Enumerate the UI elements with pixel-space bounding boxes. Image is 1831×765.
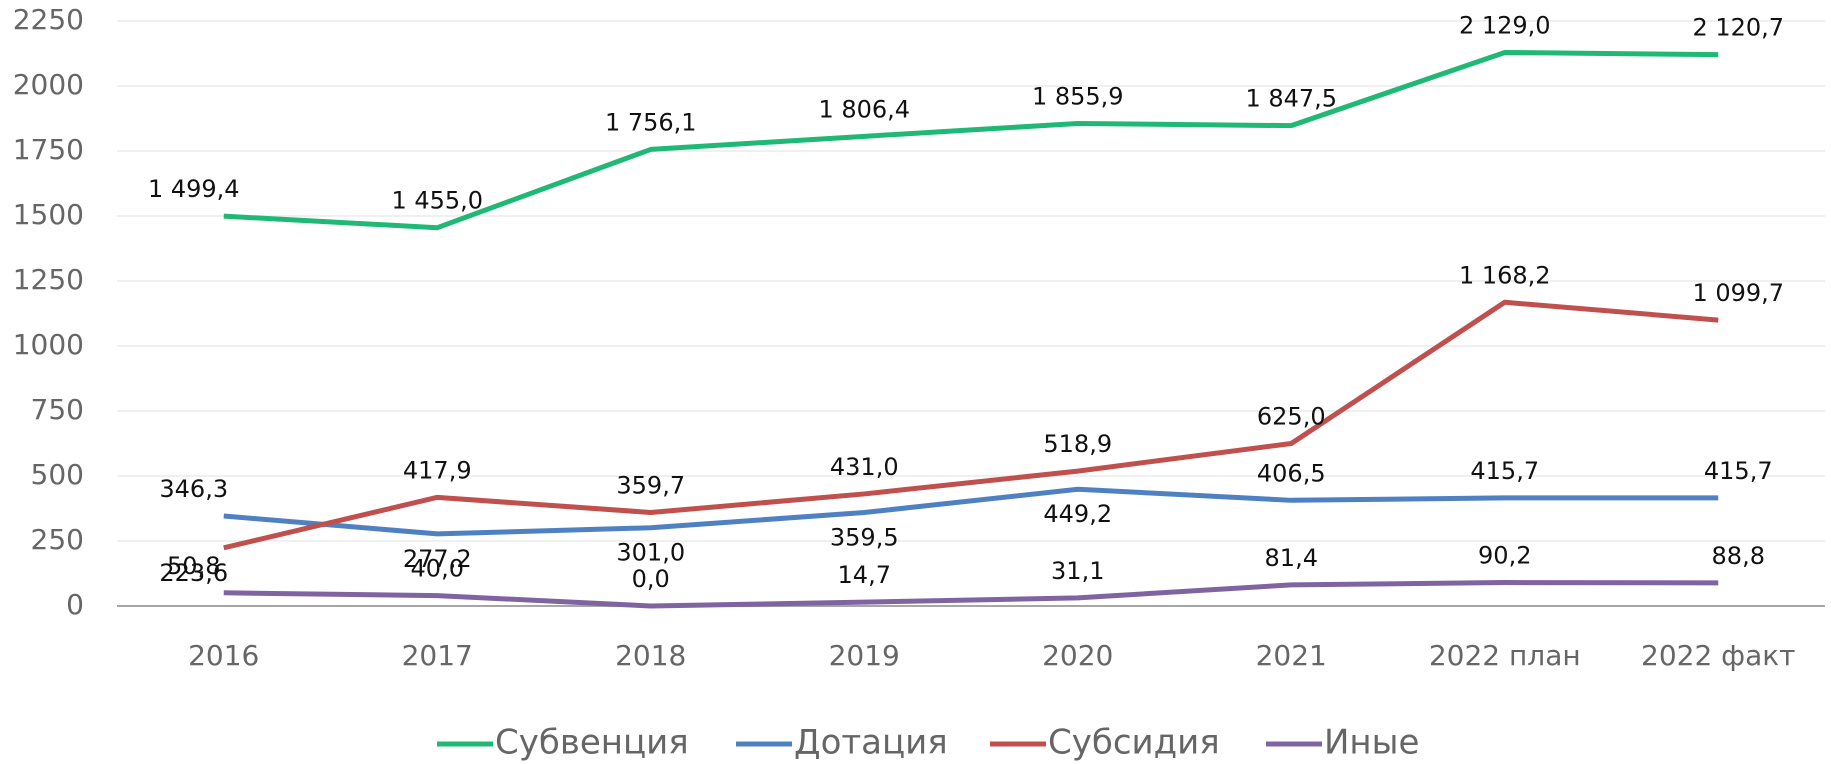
x-tick-label: 2017 <box>402 639 473 672</box>
data-label: 2 129,0 <box>1459 11 1551 39</box>
data-label: 2 120,7 <box>1692 14 1784 42</box>
y-tick-label: 0 <box>66 588 84 621</box>
data-label: 417,9 <box>403 456 472 484</box>
legend-label: Субсидия <box>1048 723 1220 763</box>
series-line <box>223 486 1719 537</box>
legend-label: Иные <box>1324 723 1419 763</box>
data-label: 406,5 <box>1257 459 1326 487</box>
data-label: 14,7 <box>838 561 891 589</box>
data-label: 415,7 <box>1704 457 1773 485</box>
series-line <box>223 49 1719 231</box>
data-label: 88,8 <box>1712 542 1765 570</box>
data-label: 50,8 <box>167 552 220 580</box>
data-label: 1 806,4 <box>818 95 910 123</box>
data-label: 223,6 <box>159 559 228 587</box>
y-tick-label: 1500 <box>13 198 84 231</box>
data-label: 359,7 <box>616 471 685 499</box>
data-label: 431,0 <box>830 453 899 481</box>
data-label: 1 099,7 <box>1692 279 1784 307</box>
y-tick-label: 1750 <box>13 133 84 166</box>
series-line <box>223 299 1719 551</box>
x-tick-label: 2020 <box>1042 639 1113 672</box>
x-tick-label: 2019 <box>829 639 900 672</box>
data-label: 301,0 <box>616 539 685 567</box>
y-tick-label: 750 <box>31 393 84 426</box>
y-tick-label: 500 <box>31 458 84 491</box>
data-label: 346,3 <box>159 475 228 503</box>
data-label: 359,5 <box>830 524 899 552</box>
data-label: 90,2 <box>1478 542 1531 570</box>
x-tick-label: 2022 план <box>1429 639 1581 672</box>
series-line <box>223 580 1719 609</box>
data-label: 1 847,5 <box>1245 85 1337 113</box>
y-tick-label: 1000 <box>13 328 84 361</box>
legend-label: Дотация <box>794 723 948 763</box>
data-label: 449,2 <box>1043 500 1112 528</box>
data-label: 1 455,0 <box>391 187 483 215</box>
data-label: 1 756,1 <box>605 108 697 136</box>
x-tick-label: 2022 факт <box>1641 639 1795 672</box>
x-tick-label: 2016 <box>188 639 259 672</box>
data-label: 1 168,2 <box>1459 261 1551 289</box>
data-label: 31,1 <box>1051 557 1104 585</box>
y-tick-label: 2000 <box>13 68 84 101</box>
x-tick-label: 2021 <box>1256 639 1327 672</box>
data-label: 1 855,9 <box>1032 82 1124 110</box>
data-label: 40,0 <box>411 555 464 583</box>
data-label: 415,7 <box>1470 457 1539 485</box>
x-tick-label: 2018 <box>615 639 686 672</box>
data-label: 0,0 <box>632 565 670 593</box>
data-label: 518,9 <box>1043 430 1112 458</box>
data-label: 1 499,4 <box>148 175 240 203</box>
data-label: 277,2 <box>403 545 472 573</box>
y-tick-label: 250 <box>31 523 84 556</box>
data-label: 81,4 <box>1265 544 1318 572</box>
data-label: 625,0 <box>1257 403 1326 431</box>
y-tick-label: 2250 <box>13 3 84 36</box>
legend-label: Субвенция <box>495 723 689 763</box>
y-tick-label: 1250 <box>13 263 84 296</box>
